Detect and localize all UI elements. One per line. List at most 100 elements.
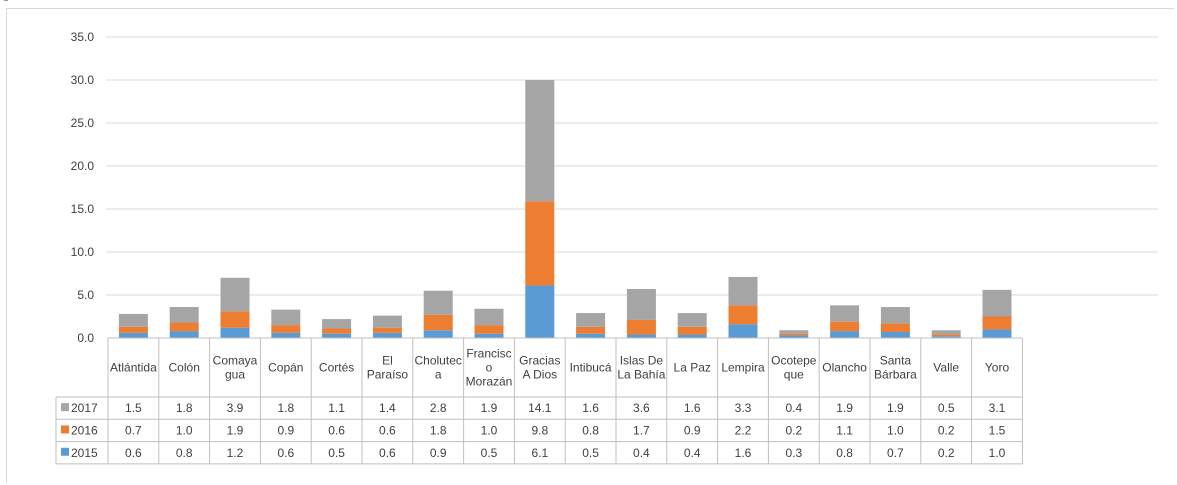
- data-label: 1.1: [328, 401, 345, 415]
- data-label: 0.2: [938, 423, 955, 437]
- bar-segment-2017: [423, 290, 453, 315]
- bar-segment-2016: [322, 328, 352, 334]
- bar-segment-2017: [931, 330, 961, 335]
- bar-segment-2016: [779, 333, 809, 336]
- x-tick-label: Bárbara: [874, 368, 917, 382]
- x-tick-label: Copán: [268, 361, 303, 375]
- bar-segment-2017: [220, 277, 250, 312]
- data-label: 0.7: [125, 423, 142, 437]
- data-label: 1.5: [989, 423, 1006, 437]
- x-tick-label: Cholutec: [415, 354, 462, 368]
- bar-segment-2016: [525, 201, 555, 286]
- data-label: 0.4: [785, 401, 802, 415]
- x-tick-label: Francisc: [466, 347, 511, 361]
- x-tick-label: Lempira: [721, 361, 765, 375]
- bar-segment-2016: [118, 326, 148, 333]
- data-label: 2.2: [735, 423, 752, 437]
- x-tick-label: gua: [225, 368, 245, 382]
- data-label: 1.9: [481, 401, 498, 415]
- y-tick-label: 10.0: [71, 245, 95, 259]
- bar-segment-2017: [880, 307, 910, 324]
- data-label: 0.8: [582, 423, 599, 437]
- bar-segment-2015: [931, 336, 961, 338]
- bar-segment-2017: [525, 80, 555, 202]
- bar-segment-2015: [779, 335, 809, 338]
- bar-segment-2016: [474, 325, 504, 334]
- data-label: 0.5: [582, 446, 599, 460]
- data-label: 1.2: [227, 446, 244, 460]
- x-tick-label: Comaya: [213, 354, 258, 368]
- bar-segment-2017: [830, 305, 860, 322]
- data-label: 0.8: [836, 446, 853, 460]
- data-label: 9.8: [531, 423, 548, 437]
- x-tick-label: Colón: [169, 361, 200, 375]
- y-tick-label: 25.0: [71, 116, 95, 130]
- data-label: 0.6: [277, 446, 294, 460]
- data-label: 1.6: [684, 401, 701, 415]
- legend-key-2015: [61, 447, 69, 456]
- bar-segment-2016: [271, 325, 301, 333]
- bar-segment-2015: [169, 331, 199, 338]
- bar-segment-2016: [626, 319, 656, 335]
- data-label: 14.1: [528, 401, 552, 415]
- x-tick-label: a: [435, 368, 442, 382]
- x-tick-label: Yoro: [985, 361, 1010, 375]
- bar-segment-2015: [220, 327, 250, 338]
- data-label: 1.6: [582, 401, 599, 415]
- bar-segment-2015: [372, 332, 402, 338]
- y-tick-label: 0.0: [77, 331, 94, 345]
- data-label: 0.4: [633, 446, 650, 460]
- data-label: 0.8: [176, 446, 193, 460]
- bar-segment-2015: [474, 333, 504, 338]
- bar-segment-2017: [576, 313, 606, 327]
- data-label: 0.5: [938, 401, 955, 415]
- bar-segment-2017: [982, 289, 1012, 317]
- x-tick-label: Santa: [880, 354, 912, 368]
- data-label: 1.8: [430, 423, 447, 437]
- bar-segment-2017: [728, 276, 758, 306]
- y-tick-label: 15.0: [71, 202, 95, 216]
- bar-segment-2017: [677, 313, 707, 327]
- data-label: 0.9: [277, 423, 294, 437]
- bar-segment-2016: [880, 323, 910, 332]
- data-label: 3.3: [735, 401, 752, 415]
- data-label: 1.1: [836, 423, 853, 437]
- bar-segment-2017: [779, 330, 809, 334]
- data-label: 3.1: [989, 401, 1006, 415]
- data-label: 1.9: [887, 401, 904, 415]
- data-label: 0.7: [887, 446, 904, 460]
- data-label: 0.2: [785, 423, 802, 437]
- data-label: 0.9: [684, 423, 701, 437]
- bar-segment-2017: [118, 313, 148, 327]
- legend-label: 2015: [71, 446, 98, 460]
- data-label: 0.5: [328, 446, 345, 460]
- bar-segment-2016: [728, 305, 758, 325]
- data-label: 0.9: [430, 446, 447, 460]
- x-tick-label: A Dios: [522, 368, 557, 382]
- bar-segment-2017: [322, 319, 352, 329]
- bar-segment-2015: [118, 332, 148, 338]
- legend-label: 2016: [71, 423, 98, 437]
- legend-key-2016: [61, 425, 69, 434]
- x-tick-label: Morazán: [466, 375, 513, 389]
- bar-segment-2016: [169, 322, 199, 332]
- data-label: 6.1: [531, 446, 548, 460]
- bar-segment-2016: [576, 326, 606, 334]
- x-tick-label: o: [486, 361, 493, 375]
- data-label: 0.2: [938, 446, 955, 460]
- data-label: 0.4: [684, 446, 701, 460]
- data-label: 1.0: [887, 423, 904, 437]
- x-tick-label: Islas De: [620, 354, 664, 368]
- bars: [118, 80, 1012, 338]
- bar-segment-2017: [626, 288, 656, 320]
- data-label: 1.4: [379, 401, 396, 415]
- bar-segment-2016: [423, 314, 453, 331]
- bar-segment-2015: [982, 329, 1012, 338]
- bar-segment-2016: [830, 321, 860, 332]
- data-label: 0.6: [379, 423, 396, 437]
- bar-segment-2015: [322, 333, 352, 338]
- data-label: 3.9: [227, 401, 244, 415]
- bar-segment-2015: [525, 285, 555, 338]
- y-tick-label: 20.0: [71, 159, 95, 173]
